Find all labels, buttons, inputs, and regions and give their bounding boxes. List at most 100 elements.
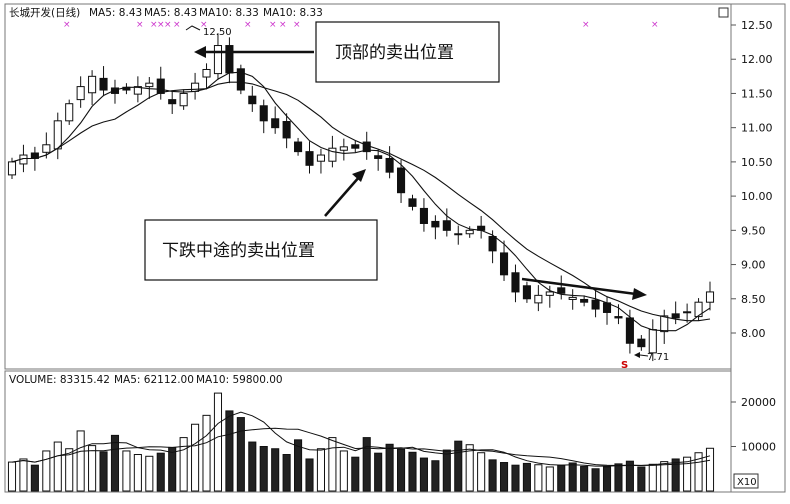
signal-x-marker: ×: [651, 20, 659, 30]
volume-bar: [557, 464, 566, 492]
candle-down: [625, 317, 634, 344]
candle-down: [259, 105, 268, 122]
price-header-ma5-b: MA5: 8.43: [144, 7, 197, 19]
callout-top-box: [315, 21, 500, 83]
volume-bar: [248, 441, 257, 492]
volume-bar: [408, 451, 417, 492]
sell-signal-marker: S: [621, 360, 628, 371]
volume-unit-label: X10: [737, 477, 757, 488]
candle-up: [191, 82, 200, 92]
candle-down: [683, 311, 692, 314]
candle-down: [671, 313, 680, 319]
volume-bar: [294, 439, 303, 492]
volume-bar: [110, 434, 120, 492]
window-toggle-icon[interactable]: [718, 7, 729, 18]
volume-bar: [156, 452, 165, 492]
arrow-trend-head: [632, 288, 647, 300]
volume-bar: [591, 468, 600, 492]
candle-up: [133, 86, 142, 95]
low-price-label: 7.71: [647, 352, 669, 363]
signal-x-marker: ×: [269, 20, 277, 30]
signal-markers: × × × × × × × × × × × × ×: [63, 20, 659, 30]
candle-down: [408, 198, 417, 207]
volume-bar: [202, 414, 211, 492]
volume-bar: [511, 464, 520, 492]
volume-bar: [499, 462, 509, 492]
volume-bar: [477, 452, 486, 492]
volume-bar: [385, 443, 394, 492]
candle-up: [534, 294, 543, 304]
candle-up: [213, 45, 223, 75]
volume-bar: [168, 446, 177, 492]
volume-bar: [133, 454, 142, 492]
price-header-name: 长城开发(日线): [9, 6, 80, 19]
volume-header-volume: VOLUME: 83315.42: [9, 374, 110, 386]
candle-down: [168, 99, 177, 105]
volume-bar: [99, 451, 108, 492]
candle-up: [316, 154, 325, 162]
volume-bar: [7, 461, 17, 492]
volume-bar: [488, 459, 497, 492]
volume-bar: [625, 460, 634, 492]
candle-down: [557, 287, 566, 294]
signal-x-marker: ×: [279, 20, 287, 30]
candle-down: [282, 121, 291, 139]
volume-tick-label: 10000: [741, 441, 776, 454]
volume-bar: [305, 458, 314, 492]
volume-bar: [236, 417, 245, 492]
volume-bar: [637, 466, 646, 492]
volume-bar: [397, 448, 406, 492]
volume-bar: [442, 449, 451, 492]
candle-down: [385, 157, 394, 173]
price-tick-label: 8.50: [741, 293, 766, 306]
price-tick-label: 12.50: [741, 19, 773, 32]
candle-up: [88, 75, 97, 94]
ma10-line: [11, 81, 711, 322]
volume-bar: [683, 456, 692, 492]
candle-down: [431, 220, 440, 228]
candle-down: [580, 298, 589, 303]
candle-down: [614, 316, 623, 319]
candle-up: [42, 144, 51, 153]
signal-x-marker: ×: [136, 20, 144, 30]
volume-bar: [19, 458, 28, 492]
volume-bar: [88, 445, 97, 492]
volume-axis: 20000 10000: [731, 396, 776, 454]
volume-bar: [580, 466, 589, 492]
candle-down: [294, 141, 303, 153]
volume-bar: [282, 454, 291, 492]
callout-mid-text: 下跌中途的卖出位置: [162, 241, 315, 261]
low-price-leader: [639, 354, 649, 357]
arrow-mid-shaft: [324, 175, 361, 217]
volume-bar: [648, 463, 657, 492]
callout-mid-box: [144, 219, 378, 281]
signal-x-marker: ×: [173, 20, 181, 30]
candle-up: [76, 86, 85, 101]
high-price-label: 12.50: [203, 27, 232, 38]
candle-up: [454, 233, 463, 236]
volume-ma10-line: [11, 427, 711, 467]
volume-header-ma5: MA5: 62112.00: [114, 374, 194, 386]
candle-up: [145, 82, 154, 88]
candle-up: [202, 68, 211, 78]
signal-x-marker: ×: [582, 20, 590, 30]
price-tick-label: 11.00: [741, 122, 773, 135]
volume-bar: [705, 447, 715, 492]
candle-down: [511, 272, 520, 293]
volume-bar: [122, 450, 131, 492]
volume-bar: [259, 446, 268, 492]
volume-bar: [316, 448, 325, 492]
volume-bar: [76, 430, 85, 492]
candle-down: [99, 77, 108, 91]
price-tick-label: 9.50: [741, 224, 766, 237]
volume-bar: [454, 440, 463, 492]
candle-up: [339, 146, 348, 151]
volume-bar: [351, 456, 360, 492]
volume-bar: [339, 450, 348, 492]
volume-bar: [522, 462, 531, 492]
candle-up: [465, 229, 474, 235]
candle-down: [637, 338, 646, 348]
callout-top-text: 顶部的卖出位置: [335, 43, 454, 63]
volume-header-ma10: MA10: 59800.00: [196, 374, 283, 386]
